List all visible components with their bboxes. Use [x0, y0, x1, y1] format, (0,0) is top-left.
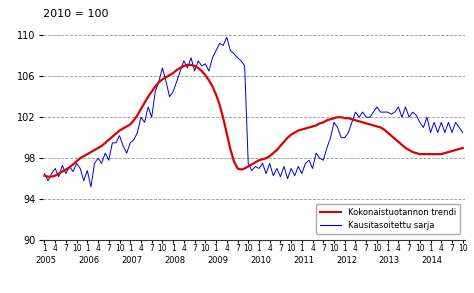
Kausitasoitettu sarja — [188, 56, 194, 59]
Kausitasoitettu sarja — [91, 161, 97, 165]
Kausitasoitettu sarja — [378, 110, 383, 114]
Text: 2006: 2006 — [79, 255, 100, 265]
Text: 2007: 2007 — [121, 255, 143, 265]
Kokonaistuotannon trendi — [184, 63, 190, 67]
Text: 2009: 2009 — [207, 255, 228, 265]
Kokonaistuotannon trendi — [131, 118, 137, 122]
Line: Kokonaistuotannon trendi: Kokonaistuotannon trendi — [45, 65, 463, 177]
Kausitasoitettu sarja — [371, 110, 376, 114]
Text: 2014: 2014 — [422, 255, 443, 265]
Kokonaistuotannon trendi — [91, 148, 97, 152]
Kausitasoitettu sarja — [88, 185, 94, 189]
Text: 2010 = 100: 2010 = 100 — [43, 9, 108, 19]
Kokonaistuotannon trendi — [42, 174, 47, 177]
Text: 2012: 2012 — [336, 255, 357, 265]
Text: 2011: 2011 — [293, 255, 314, 265]
Text: 2013: 2013 — [379, 255, 400, 265]
Kokonaistuotannon trendi — [338, 115, 344, 119]
Kausitasoitettu sarja — [131, 138, 137, 142]
Kausitasoitettu sarja — [42, 172, 47, 175]
Kokonaistuotannon trendi — [45, 175, 51, 178]
Kokonaistuotannon trendi — [371, 124, 376, 127]
Text: 2005: 2005 — [36, 255, 57, 265]
Text: 2010: 2010 — [250, 255, 271, 265]
Text: 2008: 2008 — [164, 255, 185, 265]
Legend: Kokonaistuotannon trendi, Kausitasoitettu sarja: Kokonaistuotannon trendi, Kausitasoitett… — [316, 204, 460, 234]
Kokonaistuotannon trendi — [378, 126, 383, 129]
Kausitasoitettu sarja — [338, 136, 344, 139]
Kausitasoitettu sarja — [224, 35, 229, 39]
Kokonaistuotannon trendi — [192, 64, 198, 68]
Kausitasoitettu sarja — [460, 131, 465, 134]
Line: Kausitasoitettu sarja: Kausitasoitettu sarja — [45, 37, 463, 187]
Kokonaistuotannon trendi — [460, 146, 465, 150]
